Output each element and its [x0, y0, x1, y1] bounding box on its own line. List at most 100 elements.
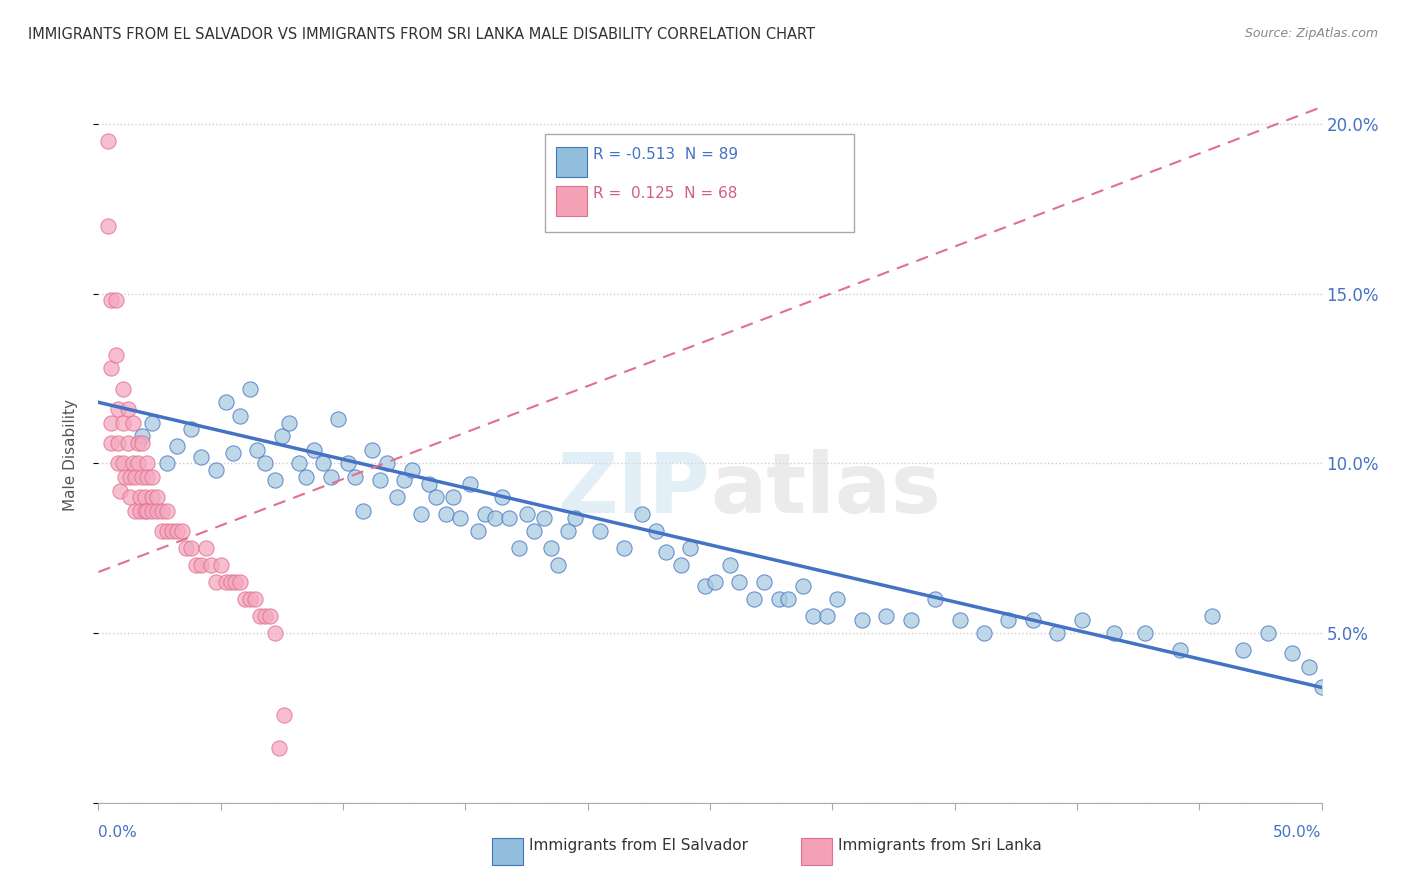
Point [352, 504, 374, 518]
Point [141, 504, 163, 518]
Point [111, 382, 134, 396]
Point [136, 457, 159, 471]
Point [180, 541, 202, 556]
Point [645, 524, 668, 539]
Point [817, 609, 839, 624]
Point [229, 575, 252, 590]
Point [973, 626, 995, 640]
Text: 50.0%: 50.0% [1274, 825, 1322, 840]
Point [450, 510, 472, 524]
Point [176, 541, 198, 556]
Point [246, 442, 269, 457]
Point [1046, 626, 1069, 640]
Text: ZIP: ZIP [558, 450, 710, 530]
Point [778, 592, 800, 607]
Point [368, 474, 391, 488]
Point [127, 436, 149, 450]
Point [222, 446, 245, 460]
Point [328, 412, 350, 426]
Point [136, 504, 159, 518]
Point [166, 439, 188, 453]
Point [434, 508, 457, 522]
Point [742, 592, 765, 607]
Point [205, 463, 228, 477]
Point [752, 575, 775, 590]
Point [150, 524, 173, 539]
Point [1022, 613, 1045, 627]
Point [156, 524, 179, 539]
Point [540, 541, 562, 556]
Point [156, 504, 179, 518]
Point [120, 470, 142, 484]
Point [467, 524, 489, 539]
Point [361, 442, 384, 457]
Point [498, 510, 520, 524]
Point [195, 541, 218, 556]
Point [141, 416, 163, 430]
Point [630, 508, 652, 522]
Point [205, 575, 228, 590]
Point [441, 491, 464, 505]
Point [1310, 681, 1333, 695]
Point [801, 609, 824, 624]
Point [131, 429, 153, 443]
Point [170, 524, 193, 539]
Point [825, 592, 848, 607]
Point [97, 219, 120, 233]
Point [110, 483, 132, 498]
Point [129, 491, 152, 505]
Point [100, 436, 122, 450]
Point [253, 609, 276, 624]
Point [180, 422, 202, 436]
Text: atlas: atlas [710, 450, 941, 530]
Point [243, 592, 266, 607]
Point [508, 541, 530, 556]
Point [278, 416, 301, 430]
Point [458, 476, 481, 491]
Point [127, 457, 149, 471]
Point [141, 470, 163, 484]
Point [336, 457, 359, 471]
Point [375, 457, 398, 471]
Point [344, 470, 367, 484]
Point [229, 409, 252, 423]
Point [997, 613, 1019, 627]
Point [425, 491, 447, 505]
Point [269, 741, 291, 756]
Point [703, 575, 725, 590]
Point [1201, 609, 1223, 624]
Point [156, 457, 179, 471]
Text: 0.0%: 0.0% [98, 825, 138, 840]
Point [146, 504, 169, 518]
Point [146, 491, 169, 505]
Text: R = -0.513  N = 89: R = -0.513 N = 89 [593, 146, 738, 161]
Point [107, 402, 129, 417]
Point [295, 470, 318, 484]
Point [792, 578, 814, 592]
Point [121, 457, 143, 471]
Point [121, 416, 143, 430]
Point [120, 491, 142, 505]
Point [270, 429, 294, 443]
Point [669, 558, 692, 573]
Point [219, 575, 242, 590]
Point [312, 457, 335, 471]
Point [547, 558, 569, 573]
Point [249, 609, 271, 624]
Point [136, 470, 159, 484]
Point [411, 508, 433, 522]
Point [1298, 660, 1320, 674]
Point [1257, 626, 1279, 640]
Point [100, 416, 122, 430]
Point [288, 457, 311, 471]
Point [200, 558, 222, 573]
Point [124, 470, 146, 484]
Point [1135, 626, 1157, 640]
Point [900, 613, 922, 627]
Point [134, 504, 156, 518]
Point [557, 524, 579, 539]
Point [718, 558, 741, 573]
Point [233, 592, 256, 607]
Point [253, 457, 276, 471]
Point [104, 348, 127, 362]
